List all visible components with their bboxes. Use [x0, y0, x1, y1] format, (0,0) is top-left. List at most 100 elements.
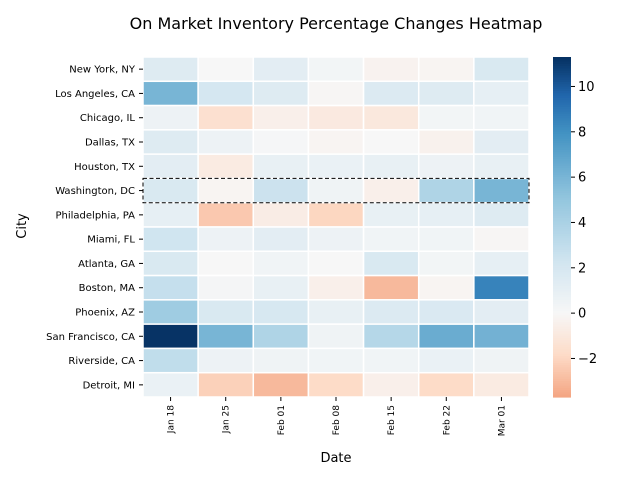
heatmap-cell	[473, 371, 530, 398]
colorbar-segment	[553, 195, 571, 199]
colorbar-segment	[553, 367, 571, 371]
heatmap-cell	[362, 177, 420, 204]
heatmap-cell	[197, 153, 255, 180]
colorbar-segment	[553, 340, 571, 344]
heatmap-cell	[142, 323, 199, 350]
colorbar-segment	[553, 338, 571, 341]
heatmap-cell	[417, 274, 475, 301]
heatmap-cell	[473, 323, 530, 350]
colorbar-segment	[553, 258, 571, 262]
heatmap-cell	[417, 347, 475, 374]
colorbar-segment	[553, 156, 571, 160]
colorbar-segment	[553, 186, 571, 190]
colorbar-segment	[553, 104, 571, 108]
colorbar-segment	[553, 310, 571, 314]
colorbar-segment	[553, 118, 571, 122]
colorbar-segment	[553, 249, 571, 253]
colorbar-segment	[553, 378, 571, 382]
colorbar-segment	[553, 374, 571, 378]
heatmap-cell	[417, 371, 475, 398]
colorbar-segment	[553, 233, 571, 237]
heatmap-cell	[197, 226, 255, 253]
heatmap-cells	[142, 56, 530, 398]
colorbar-segment	[553, 317, 571, 321]
colorbar-segment	[553, 95, 571, 99]
heatmap-cell	[252, 80, 310, 107]
colorbar-segment	[553, 369, 571, 373]
colorbar-segment	[553, 213, 571, 217]
colorbar-segment	[553, 168, 571, 171]
colorbar-segment	[553, 238, 571, 242]
row-tick-label: Los Angeles, CA	[55, 89, 135, 100]
heatmap-cell	[307, 371, 365, 398]
colorbar-segment	[553, 231, 571, 235]
row-tick-label: Phoenix, AZ	[75, 308, 135, 319]
heatmap-cell	[252, 129, 310, 155]
colorbar-segment	[553, 285, 571, 289]
colorbar-segment	[553, 79, 571, 83]
colorbar-segment	[553, 313, 571, 316]
colorbar-segment	[553, 279, 571, 282]
row-tick-label: Washington, DC	[55, 186, 135, 197]
heatmap-cell	[142, 104, 199, 131]
colorbar-segment	[553, 295, 571, 298]
colorbar-segment	[553, 145, 571, 149]
heatmap-cell	[362, 250, 420, 277]
heatmap-cell	[307, 153, 365, 180]
colorbar-segment	[553, 59, 571, 63]
heatmap-cell	[417, 201, 475, 228]
colorbar-segment	[553, 276, 571, 280]
colorbar-segment	[553, 217, 571, 221]
colorbar-segment	[553, 115, 571, 119]
heatmap-cell	[307, 129, 365, 155]
colorbar-segment	[553, 301, 571, 305]
row-tick-label: Miami, FL	[87, 235, 135, 246]
colorbar-segment	[553, 381, 571, 384]
colorbar-segment	[553, 143, 571, 146]
heatmap-cell	[473, 226, 530, 253]
column-tick-label: Feb 01	[277, 405, 287, 435]
colorbar-segment	[553, 290, 571, 294]
colorbar-segment	[553, 179, 571, 183]
colorbar-segment	[553, 315, 571, 319]
colorbar-segment	[553, 220, 571, 224]
heatmap-cell	[362, 129, 420, 155]
heatmap-cell	[417, 177, 475, 204]
colorbar-segment	[553, 224, 571, 228]
colorbar-segment	[553, 236, 571, 239]
heatmap-cell	[473, 274, 530, 301]
column-tick-label: Jan 18	[167, 405, 177, 434]
colorbar-segment	[553, 154, 571, 158]
row-tick-label: Philadelphia, PA	[55, 210, 135, 221]
row-tick-labels: New York, NY Los Angeles, CA Chicago, IL Da…	[46, 65, 143, 391]
heatmap-cell	[362, 299, 420, 325]
heatmap-cell	[307, 56, 365, 83]
colorbar-segment	[553, 72, 571, 76]
colorbar-segment	[553, 131, 571, 135]
colorbar-segment	[553, 344, 571, 348]
heatmap-cell	[307, 347, 365, 374]
row-tick-label: Detroit, MI	[83, 380, 135, 391]
heatmap-cell	[473, 129, 530, 155]
heatmap-cell	[473, 201, 530, 228]
row-tick-label: Chicago, IL	[80, 113, 135, 124]
row-tick-label: San Francisco, CA	[46, 332, 135, 343]
heatmap-cell	[362, 274, 420, 301]
heatmap-cell	[473, 56, 530, 83]
heatmap-cell	[197, 80, 255, 107]
heatmap-cell	[307, 274, 365, 301]
heatmap-cell	[142, 177, 199, 204]
colorbar-segment	[553, 335, 571, 339]
heatmap-cell	[362, 323, 420, 350]
heatmap-cell	[252, 274, 310, 301]
colorbar-segment	[553, 261, 571, 264]
row-tick-label: New York, NY	[69, 65, 136, 76]
colorbar-segment	[553, 229, 571, 233]
colorbar-segment	[553, 299, 571, 303]
heatmap-cell	[417, 250, 475, 277]
heatmap-cell	[197, 56, 255, 83]
colorbar-segment	[553, 247, 571, 251]
row-tick-label: Riverside, CA	[68, 356, 135, 367]
colorbar-segment	[553, 134, 571, 137]
colorbar-segment	[553, 84, 571, 88]
